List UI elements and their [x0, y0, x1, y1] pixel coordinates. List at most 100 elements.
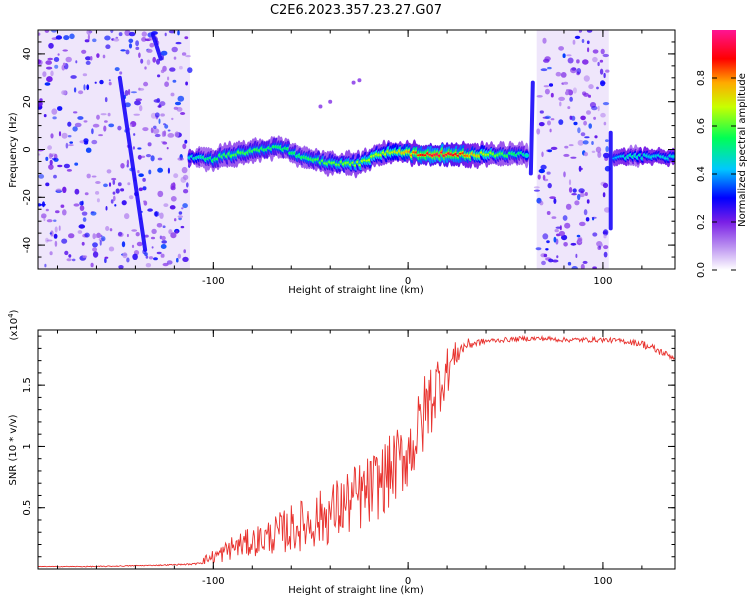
spectrogram-noise-speck: [569, 96, 573, 102]
snr-y-axis: 0.5 1 1.5: [22, 335, 675, 570]
spectrogram-noise-speck: [540, 68, 548, 72]
spectrogram-noise-speck: [110, 199, 114, 204]
spectrogram-noise-speck: [567, 106, 571, 110]
spectrogram-noise-speck: [178, 217, 182, 221]
spectrogram-noise-speck: [78, 224, 86, 229]
spectrogram-panel: -100 0 100 -40 -20 0 20 40 Height of straight …: [8, 29, 676, 296]
x-tick-label: 100: [593, 276, 612, 287]
spectrogram-noise-speck: [160, 244, 167, 249]
spectrogram-noise-speck: [118, 231, 123, 237]
spectrogram-noise-speck: [551, 216, 557, 219]
spectrogram-noise-speck: [584, 192, 588, 196]
spectrogram-noise-speck: [539, 110, 544, 114]
spectrogram-noise-speck: [568, 187, 573, 193]
spectrogram-noise-speck: [544, 115, 551, 120]
colorbar-tick-label: 0.4: [696, 166, 707, 182]
spectrogram-noise-speck: [99, 240, 102, 246]
spectrogram-noise-speck: [181, 207, 184, 210]
spectrogram-noise-speck: [167, 129, 171, 132]
spectrogram-noise-speck: [160, 253, 165, 258]
spectrogram-noise-speck: [45, 60, 52, 65]
spectrogram-streak: [150, 32, 163, 61]
spectrogram-noise-speck: [148, 169, 152, 175]
spectrogram-noise-speck: [564, 222, 571, 229]
spectrogram-noise-speck: [597, 61, 600, 67]
spectrogram-noise-speck: [539, 200, 544, 206]
spectrogram-noise-speck: [546, 171, 551, 175]
spectrogram-noise-speck: [84, 192, 89, 196]
spectrogram-noise-speck: [153, 125, 157, 129]
spectrogram-noise-speck: [118, 32, 123, 37]
spectrogram-noise-speck: [164, 124, 169, 129]
spectrogram-noise-speck: [66, 258, 72, 262]
spectrogram-noise-speck: [38, 203, 42, 207]
x-tick-label: -100: [202, 276, 225, 287]
spectrogram-noise-speck: [112, 179, 116, 185]
spectrogram-noise-speck: [57, 106, 63, 111]
spectrogram-noise-speck: [62, 49, 68, 52]
spectrogram-noise-speck: [49, 159, 53, 166]
spectrogram-noise-speck: [66, 169, 72, 172]
spectrogram-noise-speck: [558, 96, 565, 101]
spectrogram-noise-speck: [166, 260, 173, 265]
snr-series-line: [38, 334, 675, 568]
spectrogram-noise-speck: [540, 164, 547, 170]
snr-y-multiplier: (x104): [7, 309, 20, 340]
spectrogram-noise-speck: [571, 266, 578, 269]
spectrogram-noise-speck: [109, 228, 113, 232]
spectrogram-noise-speck: [572, 87, 577, 94]
spectrogram-noise-speck: [546, 240, 550, 244]
spectrogram-noise-speck: [55, 188, 62, 192]
spectrogram-noise-speck: [549, 196, 556, 200]
spectrogram-noise-speck: [108, 182, 112, 187]
spectrogram-noise-speck: [536, 95, 543, 98]
spectrogram-noise-speck: [548, 83, 554, 87]
spectrogram-noise-speck: [128, 195, 134, 200]
snr-x-axis: -100 0 100: [56, 330, 643, 587]
y-tick-label: 1.5: [22, 377, 33, 393]
spectrogram-noise-speck: [594, 135, 598, 139]
spectrogram-noise-speck: [537, 174, 541, 180]
spectrogram-speck: [328, 99, 333, 104]
spectrogram-noise-speck: [81, 49, 87, 54]
spectrogram-noise-speck: [63, 163, 70, 169]
spectrogram-noise-speck: [567, 89, 574, 96]
spectrogram-noise-speck: [549, 128, 552, 133]
spectrogram-noise-speck: [42, 71, 47, 77]
spectrogram-noise-speck: [583, 152, 589, 157]
spectrogram-noise-speck: [121, 241, 126, 248]
spectrogram-noise-speck: [163, 123, 166, 126]
spectrogram-noise-speck: [86, 84, 90, 91]
spectrogram-noise-speck: [84, 39, 90, 43]
spectrogram-noise-speck: [558, 46, 564, 51]
spectrogram-noise-speck: [558, 230, 566, 237]
spectrogram-noise-speck: [149, 42, 155, 48]
spectrogram-noise-speck: [118, 265, 124, 269]
spectrogram-noise-speck: [161, 131, 165, 137]
spectrogram-noise-speck: [544, 88, 550, 95]
spectrogram-noise-speck: [44, 30, 50, 33]
spectrogram-noise-speck: [120, 188, 125, 192]
spectrogram-noise-speck: [121, 200, 127, 206]
spectrogram-noise-speck: [38, 153, 41, 156]
spectrogram-noise-speck: [592, 56, 598, 63]
spectrogram-noise-speck: [51, 108, 58, 115]
spectrogram-noise-speck: [124, 102, 131, 108]
spectrogram-noise-speck: [151, 228, 157, 234]
spectrogram-noise-speck: [588, 94, 591, 98]
spectrogram-noise-speck: [130, 91, 137, 94]
spectrogram-noise-speck: [582, 59, 589, 65]
spectrogram-noise-speck: [555, 226, 561, 229]
spectrogram-noise-speck: [174, 218, 177, 222]
spectrogram-noise-speck: [127, 182, 131, 186]
spectrogram-noise-speck: [70, 75, 77, 79]
spectrogram-noise-speck: [134, 100, 141, 106]
spectrogram-noise-speck: [563, 171, 566, 178]
spectrogram-noise-speck: [547, 182, 552, 189]
spectrogram-noise-speck: [157, 157, 163, 161]
spectrogram-noise-speck: [147, 208, 153, 212]
spectrogram-noise-speck: [74, 122, 82, 128]
spectrogram-noise-speck: [79, 201, 84, 206]
spectrogram-noise-speck: [171, 182, 175, 186]
spectrogram-noise-speck: [543, 178, 549, 182]
